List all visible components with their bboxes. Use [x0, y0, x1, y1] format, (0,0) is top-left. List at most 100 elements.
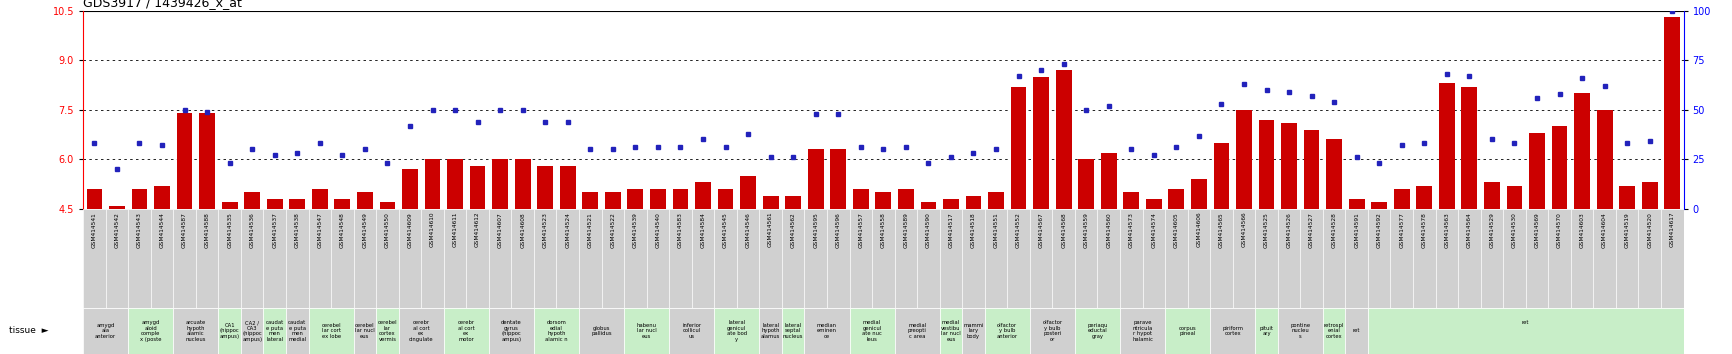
Text: GSM414590: GSM414590: [927, 212, 930, 248]
Bar: [601, 209, 624, 308]
Bar: [402, 169, 417, 209]
Text: GSM414570: GSM414570: [1557, 212, 1562, 248]
Bar: [151, 209, 173, 308]
Bar: [443, 308, 488, 354]
Bar: [1124, 192, 1140, 209]
Bar: [989, 192, 1005, 209]
Text: GSM414535: GSM414535: [227, 212, 232, 248]
Bar: [376, 209, 398, 308]
Text: GSM414610: GSM414610: [430, 212, 435, 247]
Bar: [1304, 130, 1320, 209]
Text: amygd
ala
anterior: amygd ala anterior: [95, 323, 116, 339]
Text: GSM414523: GSM414523: [542, 212, 547, 248]
Bar: [604, 192, 620, 209]
Bar: [1484, 182, 1500, 209]
Bar: [379, 202, 395, 209]
Bar: [1327, 139, 1342, 209]
Text: GSM414577: GSM414577: [1399, 212, 1405, 248]
Bar: [963, 209, 986, 308]
Bar: [871, 209, 895, 308]
Text: GSM414557: GSM414557: [859, 212, 863, 248]
Text: GSM414552: GSM414552: [1017, 212, 1022, 248]
Bar: [691, 209, 714, 308]
Bar: [1642, 182, 1658, 209]
Text: GSM414536: GSM414536: [249, 212, 255, 247]
Bar: [963, 308, 986, 354]
Text: lateral
septal
nucleus: lateral septal nucleus: [783, 323, 804, 339]
Text: GSM414562: GSM414562: [792, 212, 795, 247]
Text: GSM414539: GSM414539: [632, 212, 637, 248]
Text: GSM414591: GSM414591: [1354, 212, 1360, 247]
Text: caudat
e puta
men
medial: caudat e puta men medial: [288, 320, 307, 342]
Text: GSM414521: GSM414521: [587, 212, 592, 247]
Text: CA1
(hippoc
ampus): CA1 (hippoc ampus): [220, 323, 239, 339]
Bar: [1346, 209, 1368, 308]
Text: GSM414603: GSM414603: [1580, 212, 1585, 247]
Bar: [1503, 209, 1526, 308]
Bar: [1147, 199, 1162, 209]
Bar: [781, 308, 804, 354]
Text: GSM414617: GSM414617: [1670, 212, 1675, 247]
Text: lateral
hypoth
alamus: lateral hypoth alamus: [760, 323, 781, 339]
Bar: [286, 209, 308, 308]
Bar: [1076, 209, 1098, 308]
Bar: [1616, 209, 1638, 308]
Bar: [785, 196, 800, 209]
Bar: [762, 196, 778, 209]
Bar: [267, 199, 282, 209]
Bar: [624, 209, 646, 308]
Text: GSM414543: GSM414543: [137, 212, 142, 248]
Bar: [308, 308, 353, 354]
Bar: [627, 189, 643, 209]
Bar: [582, 192, 598, 209]
Bar: [695, 182, 710, 209]
Bar: [672, 189, 688, 209]
Text: GSM414526: GSM414526: [1287, 212, 1292, 247]
Bar: [1233, 209, 1256, 308]
Text: GSM414569: GSM414569: [1535, 212, 1540, 247]
Bar: [940, 308, 963, 354]
Text: GSM414527: GSM414527: [1309, 212, 1315, 248]
Text: GSM414564: GSM414564: [1467, 212, 1472, 247]
Bar: [1462, 87, 1477, 209]
Text: GSM414583: GSM414583: [677, 212, 682, 248]
Bar: [289, 199, 305, 209]
Bar: [1053, 209, 1076, 308]
Bar: [1211, 209, 1233, 308]
Bar: [218, 209, 241, 308]
Bar: [1166, 209, 1188, 308]
Text: GSM414609: GSM414609: [407, 212, 412, 247]
Bar: [1008, 209, 1031, 308]
Text: GSM414592: GSM414592: [1377, 212, 1382, 248]
Bar: [1214, 143, 1230, 209]
Text: GSM414519: GSM414519: [1625, 212, 1630, 247]
Text: arcuate
hypoth
alamic
nucleus: arcuate hypoth alamic nucleus: [185, 320, 206, 342]
Text: cerebel
lar cort
ex lobe: cerebel lar cort ex lobe: [320, 323, 341, 339]
Bar: [940, 209, 963, 308]
Bar: [1597, 110, 1612, 209]
Bar: [1102, 153, 1117, 209]
Bar: [421, 209, 443, 308]
Bar: [559, 166, 575, 209]
Text: periaqu
eductal
gray: periaqu eductal gray: [1088, 323, 1108, 339]
Bar: [895, 209, 918, 308]
Text: median
eminen
ce: median eminen ce: [818, 323, 837, 339]
Text: dentate
gyrus
(hippoc
ampus): dentate gyrus (hippoc ampus): [501, 320, 521, 342]
Text: pontine
nucleu
s: pontine nucleu s: [1290, 323, 1311, 339]
Text: GSM414540: GSM414540: [655, 212, 660, 248]
Text: retrospl
enial
cortex: retrospl enial cortex: [1323, 323, 1344, 339]
Bar: [241, 209, 263, 308]
Text: pituit
ary: pituit ary: [1259, 326, 1273, 336]
Bar: [83, 308, 128, 354]
Text: GSM414558: GSM414558: [882, 212, 885, 248]
Bar: [897, 189, 914, 209]
Text: GSM414549: GSM414549: [362, 212, 367, 248]
Text: GSM414587: GSM414587: [182, 212, 187, 248]
Text: mammi
lary
body: mammi lary body: [963, 323, 984, 339]
Bar: [492, 159, 507, 209]
Text: GSM414567: GSM414567: [1039, 212, 1044, 247]
Bar: [1439, 83, 1455, 209]
Text: GSM414588: GSM414588: [204, 212, 210, 248]
Text: GSM414589: GSM414589: [904, 212, 908, 248]
Bar: [1323, 308, 1346, 354]
